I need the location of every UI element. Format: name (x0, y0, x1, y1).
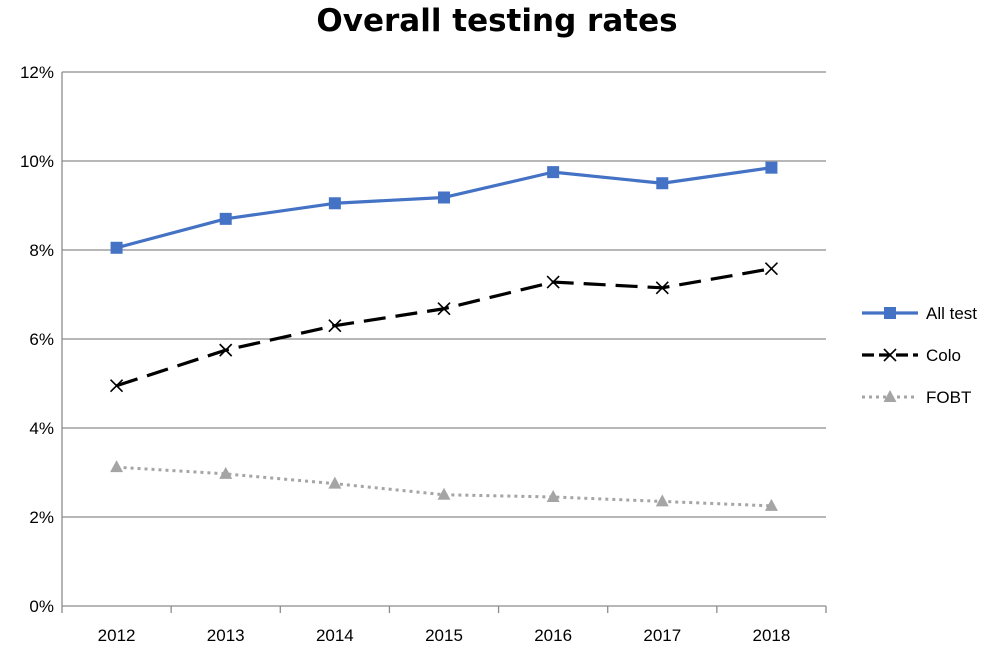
series-line-colo (116, 267, 772, 388)
series-all-test (110, 161, 778, 254)
legend: All test Colo FOBT (862, 304, 977, 407)
x-tick-label-2012: 2012 (98, 626, 136, 645)
gridlines (62, 71, 826, 518)
legend-item-fobt: FOBT (862, 388, 971, 407)
y-tick-label: 0% (29, 597, 54, 616)
data-point-fobt-2012 (110, 460, 124, 473)
y-tick-label: 12% (20, 63, 54, 82)
data-point-all-test-2015 (438, 191, 450, 204)
x-tick-label-2013: 2013 (207, 626, 245, 645)
y-tick-label: 10% (20, 152, 54, 171)
data-point-fobt-2018 (764, 498, 778, 511)
axes: 0% 2% 4% 6% 8% 10% 12% 2012 2013 2014 2015 2016 2017… (20, 63, 827, 645)
legend-label-colo: Colo (926, 346, 961, 365)
series-line-fobt (116, 465, 772, 508)
x-tick-label-2016: 2016 (534, 626, 572, 645)
data-point-fobt-2017 (655, 494, 669, 507)
legend-label-all-test: All test (926, 304, 977, 323)
data-point-colo-2012 (110, 379, 124, 393)
data-point-colo-2018 (764, 262, 778, 276)
y-tick-label: 2% (29, 508, 54, 527)
legend-marker-all-test (884, 307, 896, 319)
data-point-all-test-2013 (219, 212, 232, 225)
data-point-colo-2015 (437, 302, 451, 316)
x-tick-label-2018: 2018 (753, 626, 791, 645)
legend-marker-colo (883, 348, 897, 362)
series-colo (110, 262, 778, 393)
legend-item-colo: Colo (862, 346, 961, 365)
data-point-colo-2016 (546, 275, 560, 289)
series-fobt (110, 460, 778, 511)
legend-item-all-test: All test (862, 304, 977, 323)
data-point-colo-2013 (219, 343, 233, 357)
data-point-all-test-2012 (110, 241, 123, 254)
y-tick-label: 4% (29, 419, 54, 438)
x-tick-label-2017: 2017 (643, 626, 681, 645)
y-tick-label: 8% (29, 241, 54, 260)
data-point-all-test-2014 (328, 197, 341, 210)
data-point-fobt-2015 (437, 487, 451, 500)
legend-marker-fobt (883, 390, 897, 402)
x-tick-label-2014: 2014 (316, 626, 354, 645)
x-tick-label-2015: 2015 (425, 626, 463, 645)
data-point-fobt-2016 (546, 489, 560, 502)
data-point-fobt-2013 (219, 466, 233, 479)
data-point-fobt-2014 (328, 476, 342, 489)
y-tick-label: 6% (29, 330, 54, 349)
series-line-all-test (116, 166, 772, 250)
data-point-all-test-2017 (656, 177, 669, 190)
legend-label-fobt: FOBT (926, 388, 971, 407)
data-point-colo-2017 (655, 281, 669, 295)
series-layer (110, 161, 778, 511)
chart-title: Overall testing rates (316, 3, 677, 39)
data-point-colo-2014 (328, 319, 342, 333)
data-point-all-test-2018 (765, 161, 778, 174)
data-point-all-test-2016 (547, 166, 560, 179)
